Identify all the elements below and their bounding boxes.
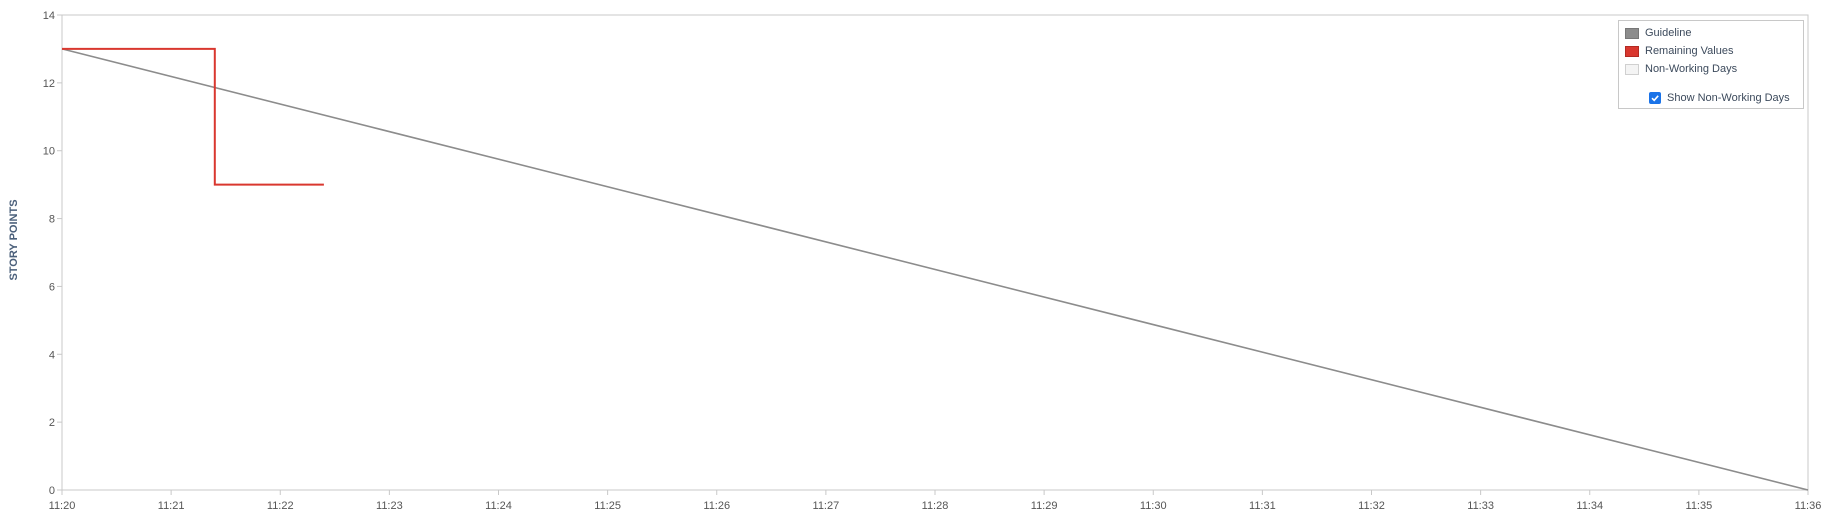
x-tick-label: 11:31 [1249, 500, 1276, 512]
x-tick-label: 11:35 [1686, 500, 1713, 512]
plot-area [61, 14, 1809, 491]
x-tick-label: 11:21 [158, 500, 185, 512]
x-tick-label: 11:24 [485, 500, 512, 512]
legend-item-guideline[interactable]: Guideline [1625, 25, 1691, 41]
legend-item-non-working-days[interactable]: Non-Working Days [1625, 61, 1737, 77]
legend-label: Guideline [1645, 27, 1692, 39]
y-tick-label: 6 [49, 281, 55, 293]
x-tick-label: 11:29 [1031, 500, 1058, 512]
y-tick-label: 8 [49, 214, 55, 226]
y-tick-label: 0 [49, 485, 55, 497]
non-working-days-swatch-icon [1625, 63, 1639, 75]
legend-item-remaining-values[interactable]: Remaining Values [1625, 43, 1733, 59]
x-tick-label: 11:22 [267, 500, 294, 512]
x-tick-label: 11:27 [813, 500, 840, 512]
guideline-series-line [61, 48, 1809, 491]
legend-label: Remaining Values [1645, 45, 1734, 57]
y-tick-label: 14 [43, 10, 55, 22]
x-tick-label: 11:28 [922, 500, 949, 512]
y-tick-label: 10 [43, 146, 55, 158]
guideline-swatch-icon [1625, 27, 1639, 39]
show-non-working-days-label: Show Non-Working Days [1667, 92, 1790, 104]
x-tick-label: 11:20 [49, 500, 76, 512]
y-tick-label: 12 [43, 78, 55, 90]
x-tick-label: 11:33 [1467, 500, 1494, 512]
x-tick-label: 11:36 [1795, 500, 1822, 512]
x-tick-label: 11:32 [1358, 500, 1385, 512]
y-axis-label: STORY POINTS [8, 199, 20, 280]
show-non-working-days-toggle[interactable]: Show Non-Working Days [1649, 90, 1790, 106]
y-tick-label: 2 [49, 417, 55, 429]
y-tick-label: 4 [49, 349, 55, 361]
legend-label: Non-Working Days [1645, 63, 1738, 75]
x-tick-label: 11:30 [1140, 500, 1167, 512]
remaining-values-series-line [62, 47, 324, 186]
x-tick-label: 11:23 [376, 500, 403, 512]
chart-legend: Guideline Remaining Values Non-Working D… [1618, 20, 1804, 109]
remaining-values-swatch-icon [1625, 45, 1639, 57]
checkbox-checked-icon[interactable] [1649, 92, 1661, 104]
x-tick-label: 11:26 [703, 500, 730, 512]
x-tick-label: 11:34 [1576, 500, 1603, 512]
x-tick-label: 11:25 [594, 500, 621, 512]
